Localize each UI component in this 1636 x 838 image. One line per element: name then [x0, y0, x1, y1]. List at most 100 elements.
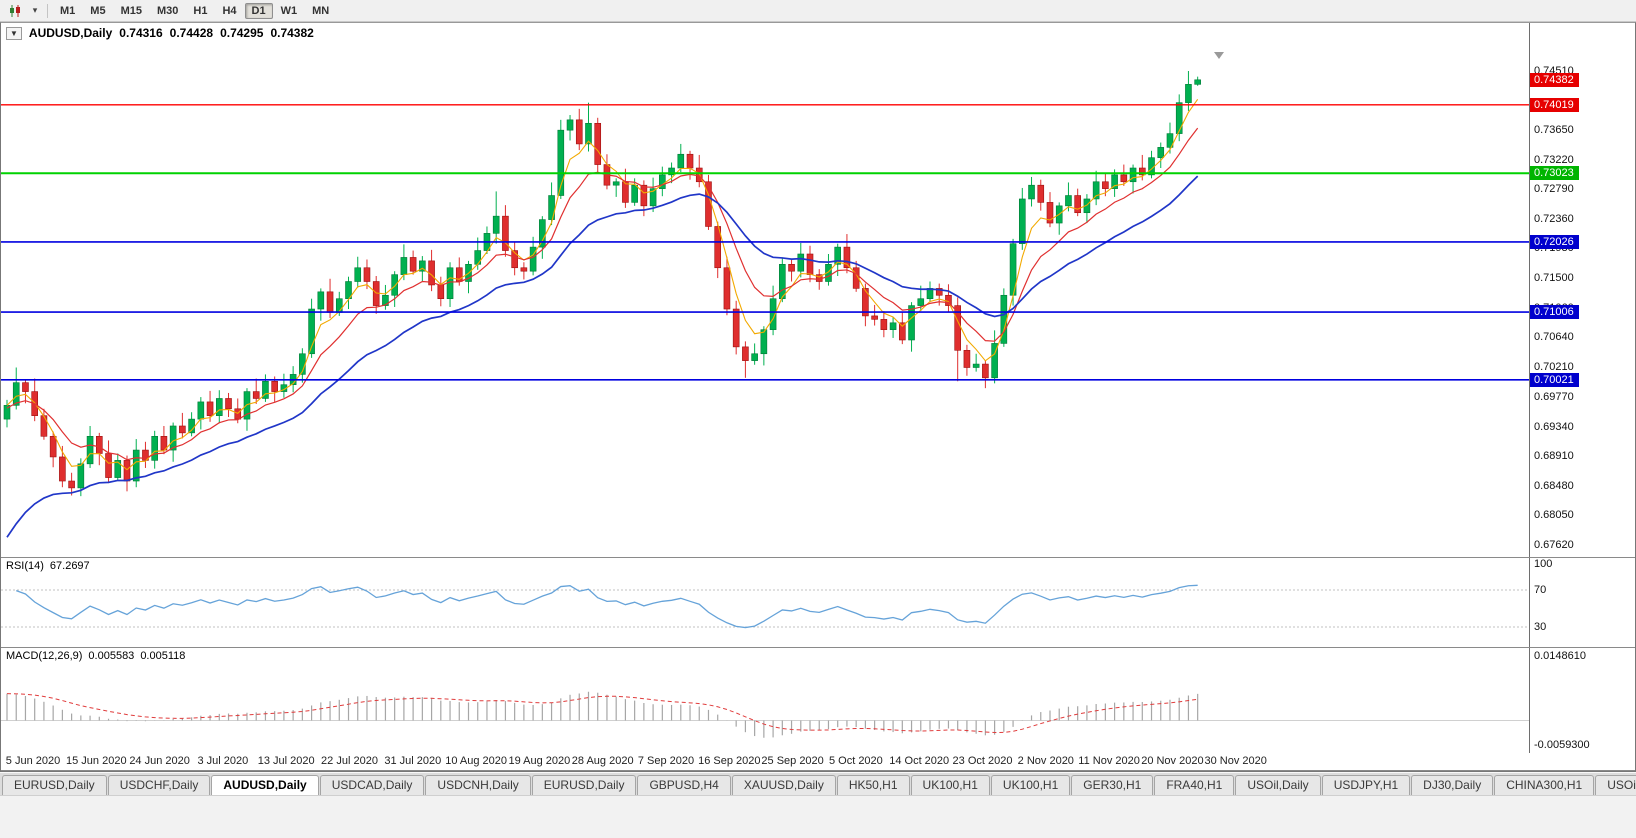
date-label: 5 Jun 2020	[5, 755, 61, 767]
price-chart-panel[interactable]: ▼ AUDUSD,Daily 0.74316 0.74428 0.74295 0…	[1, 23, 1635, 558]
macd-label: MACD(12,26,9)	[6, 650, 83, 662]
price-axis-tick: 0.70640	[1534, 331, 1574, 344]
date-label: 3 Jul 2020	[197, 755, 249, 767]
chart-tab-usoil-h1[interactable]: USOil,H1	[1595, 775, 1636, 795]
price-marker-0.74019: 0.74019	[1530, 97, 1579, 112]
price-marker-0.73023: 0.73023	[1530, 166, 1579, 181]
date-label: 28 Aug 2020	[571, 755, 634, 767]
chart-header: ▼ AUDUSD,Daily 0.74316 0.74428 0.74295 0…	[6, 26, 314, 40]
timeframe-button-m15[interactable]: M15	[114, 3, 149, 19]
price-axis-tick: 0.73220	[1534, 153, 1574, 166]
date-label: 2 Nov 2020	[1017, 755, 1074, 767]
price-axis-tick: 0.69770	[1534, 391, 1574, 404]
date-label: 19 Aug 2020	[508, 755, 571, 767]
chart-tab-audusd-daily[interactable]: AUDUSD,Daily	[211, 775, 319, 795]
rsi-label: RSI(14)	[6, 560, 44, 572]
rsi-panel[interactable]: RSI(14) 67.2697 100 70 30	[1, 558, 1635, 648]
price-axis-tick: 0.71500	[1534, 272, 1574, 285]
ohlc-open: 0.74316	[119, 26, 163, 40]
chart-tab-ger30-h1[interactable]: GER30,H1	[1071, 775, 1154, 795]
price-marker-0.74382: 0.74382	[1530, 72, 1579, 87]
rsi-axis-tick: 30	[1534, 621, 1547, 633]
date-label: 30 Nov 2020	[1204, 755, 1267, 767]
date-label: 16 Sep 2020	[698, 755, 761, 767]
chart-tab-fra40-h1[interactable]: FRA40,H1	[1154, 775, 1235, 795]
date-label: 10 Aug 2020	[445, 755, 507, 767]
timeframe-buttons: M1 M5 M15 M30 H1 H4 D1 W1 MN	[53, 2, 336, 19]
chart-tab-gbpusd-h4[interactable]: GBPUSD,H4	[637, 775, 731, 795]
date-label: 14 Oct 2020	[889, 755, 950, 767]
chart-tab-uk100-h1[interactable]: UK100,H1	[990, 775, 1071, 795]
macd-chart[interactable]	[1, 648, 1529, 753]
timeframe-button-m5[interactable]: M5	[83, 3, 112, 19]
chart-tab-xauusd-daily[interactable]: XAUUSD,Daily	[731, 775, 836, 795]
macd-axis-tick: 0.0148610	[1534, 650, 1586, 662]
macd-value-signal: 0.005118	[140, 650, 186, 662]
rsi-header: RSI(14) 67.2697	[6, 560, 90, 572]
rsi-axis-tick: 70	[1534, 584, 1547, 596]
macd-axis[interactable]: 0.0148610 -0.0059300	[1529, 648, 1635, 753]
chart-tab-usdjpy-h1[interactable]: USDJPY,H1	[1321, 775, 1411, 795]
chart-tab-usdcad-daily[interactable]: USDCAD,Daily	[319, 775, 425, 795]
timeframe-button-w1[interactable]: W1	[274, 3, 305, 19]
price-axis-tick: 0.69340	[1534, 420, 1574, 433]
macd-header: MACD(12,26,9) 0.005583 0.005118	[6, 650, 185, 662]
date-label: 25 Sep 2020	[761, 755, 824, 767]
timeframe-button-h4[interactable]: H4	[215, 3, 243, 19]
date-label: 20 Nov 2020	[1141, 755, 1204, 767]
collapse-chart-button[interactable]: ▼	[6, 26, 22, 40]
chart-tab-china300-h1[interactable]: CHINA300,H1	[1494, 775, 1595, 795]
date-axis[interactable]: 5 Jun 2020 15 Jun 2020 24 Jun 2020 3 Jul 20…	[1, 753, 1635, 771]
macd-panel[interactable]: MACD(12,26,9) 0.005583 0.005118 0.014861…	[1, 648, 1635, 753]
chart-type-icon[interactable]	[3, 2, 27, 20]
date-label: 24 Jun 2020	[129, 755, 190, 767]
price-axis-tick: 0.68910	[1534, 450, 1574, 463]
ohlc-low: 0.74295	[220, 26, 264, 40]
timeframe-button-m1[interactable]: M1	[53, 3, 82, 19]
chart-tab-dj30-daily[interactable]: DJ30,Daily	[1411, 775, 1494, 795]
chart-window: ▼ AUDUSD,Daily 0.74316 0.74428 0.74295 0…	[0, 22, 1636, 772]
date-label: 23 Oct 2020	[952, 755, 1013, 767]
date-label: 15 Jun 2020	[66, 755, 127, 767]
toolbar-separator	[47, 3, 48, 18]
price-marker-0.71006: 0.71006	[1530, 305, 1579, 320]
ohlc-high: 0.74428	[169, 26, 214, 40]
timeframe-button-d1[interactable]: D1	[244, 2, 273, 19]
date-label: 5 Oct 2020	[828, 755, 883, 767]
price-marker-0.70021: 0.70021	[1530, 372, 1579, 387]
chart-tab-hk50-h1[interactable]: HK50,H1	[836, 775, 910, 795]
chart-symbol-label: AUDUSD,Daily	[28, 26, 113, 40]
date-label: 11 Nov 2020	[1078, 755, 1140, 767]
price-axis-tick: 0.73650	[1534, 124, 1574, 137]
date-label: 7 Sep 2020	[637, 755, 695, 767]
chart-dropdown-icon[interactable]: ▾	[28, 2, 42, 20]
rsi-axis[interactable]: 100 70 30	[1529, 558, 1635, 647]
ohlc-close: 0.74382	[270, 26, 314, 40]
date-label: 31 Jul 2020	[384, 755, 442, 767]
timeframe-button-mn[interactable]: MN	[305, 3, 336, 19]
date-label: 13 Jul 2020	[257, 755, 315, 767]
rsi-axis-tick: 100	[1534, 558, 1553, 570]
price-marker-0.72026: 0.72026	[1530, 234, 1579, 249]
rsi-chart[interactable]	[1, 558, 1529, 648]
price-axis-tick: 0.70210	[1534, 360, 1574, 373]
chart-tab-eurusd-daily[interactable]: EURUSD,Daily	[531, 775, 637, 795]
timeframe-button-h1[interactable]: H1	[186, 3, 214, 19]
chart-tab-usoil-daily[interactable]: USOil,Daily	[1235, 775, 1321, 795]
chart-tab-usdchf-daily[interactable]: USDCHF,Daily	[107, 775, 211, 795]
date-label: 22 Jul 2020	[321, 755, 378, 767]
candlestick-icon	[10, 4, 20, 17]
chart-tab-uk100-h1[interactable]: UK100,H1	[910, 775, 990, 795]
top-toolbar: ▾ M1 M5 M15 M30 H1 H4 D1 W1 MN	[0, 0, 1636, 22]
price-axis-tick: 0.72360	[1534, 212, 1574, 225]
price-axis-tick: 0.68480	[1534, 479, 1574, 492]
price-axis[interactable]: 0.745100.736500.732200.727900.723600.719…	[1529, 23, 1635, 557]
chart-tab-eurusd-daily[interactable]: EURUSD,Daily	[2, 775, 107, 795]
price-axis-tick: 0.72790	[1534, 183, 1574, 196]
chart-tab-usdcnh-daily[interactable]: USDCNH,Daily	[425, 775, 531, 795]
price-axis-tick: 0.68050	[1534, 509, 1574, 522]
candlestick-chart[interactable]	[1, 23, 1529, 558]
timeframe-button-m30[interactable]: M30	[150, 3, 185, 19]
rsi-value: 67.2697	[49, 560, 90, 572]
